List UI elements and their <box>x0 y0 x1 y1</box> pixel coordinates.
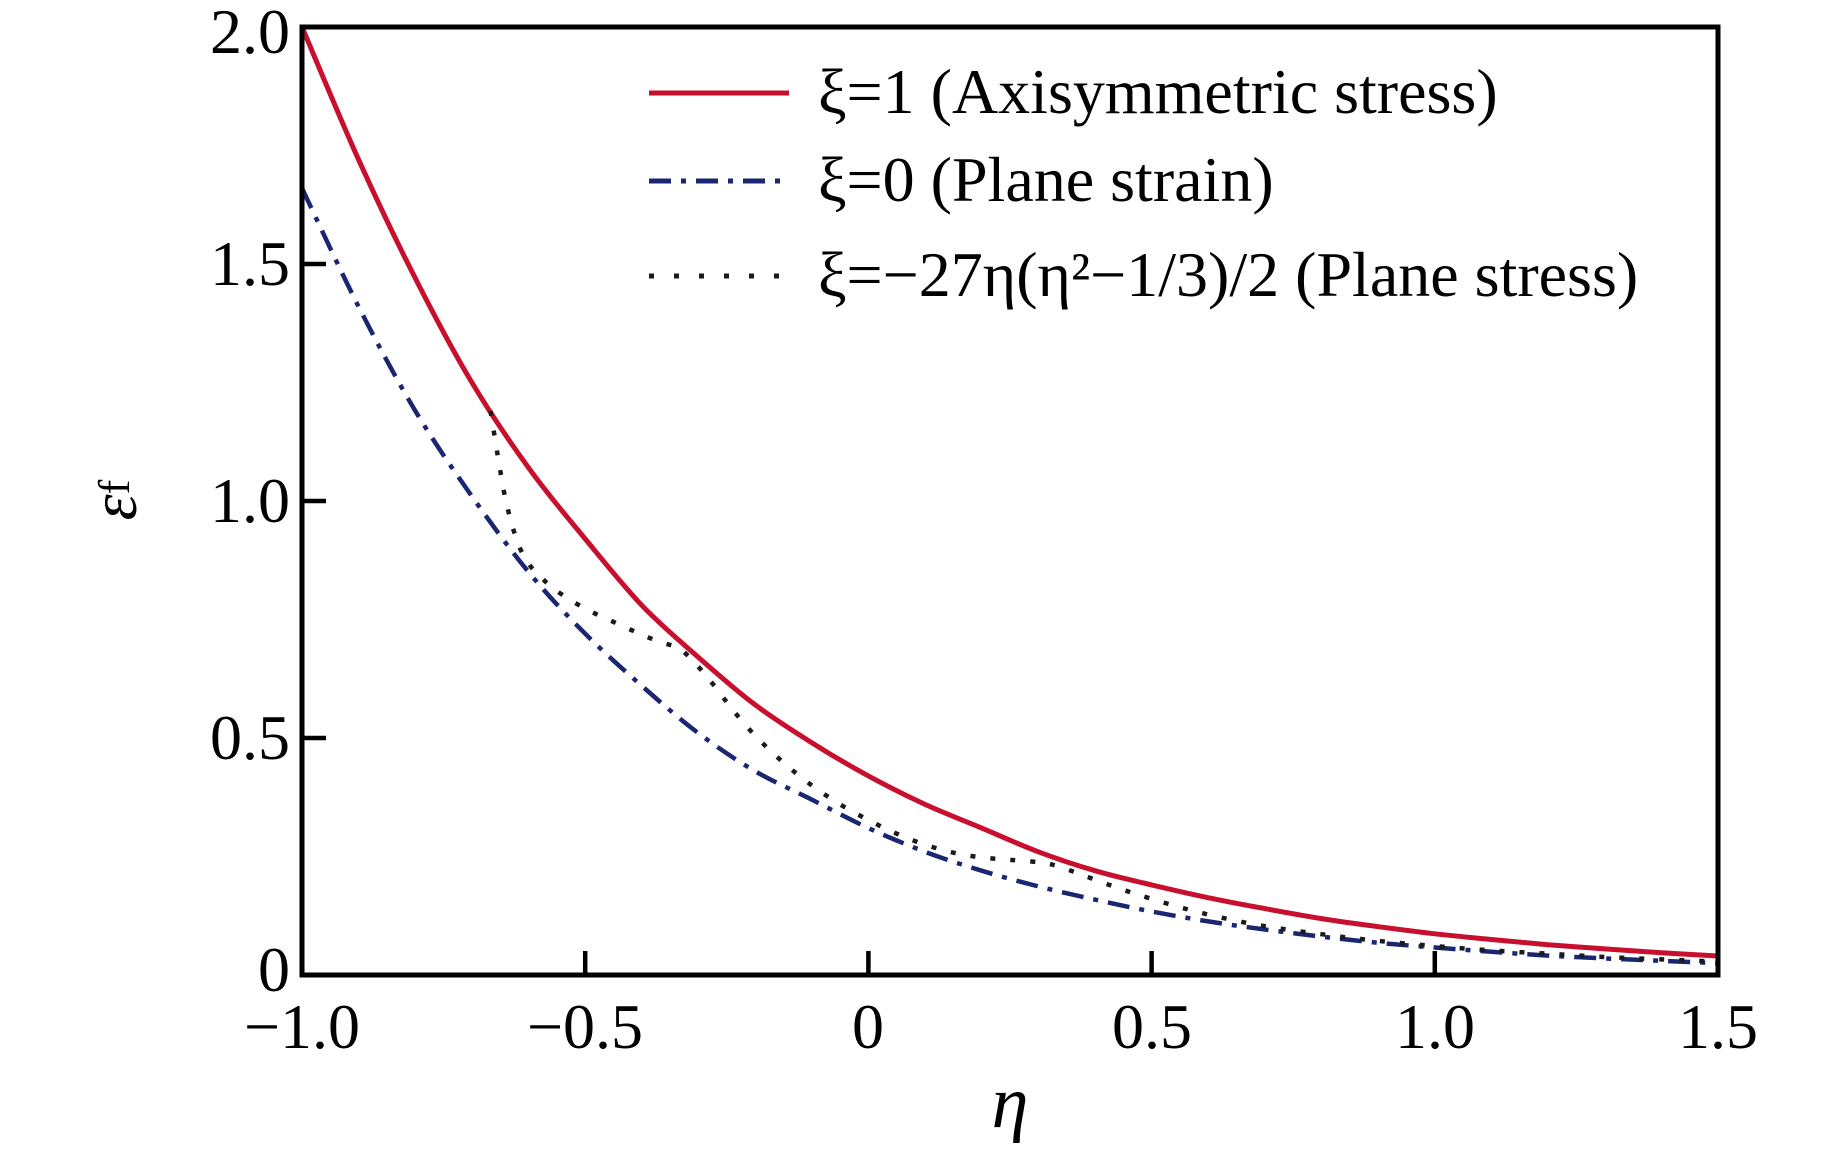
legend-label: ξ=1 (Axisymmetric stress) <box>818 56 1498 127</box>
legend-label: ξ=−27η(η²−1/3)/2 (Plane stress) <box>818 239 1639 310</box>
y-tick-label: 1.0 <box>210 465 290 536</box>
legend-line-solid-icon <box>649 90 789 96</box>
y-tick-label: 1.5 <box>210 228 290 299</box>
y-axis-label-symbol: ε <box>78 494 151 521</box>
x-axis-label: η <box>991 1062 1029 1144</box>
legend-line-dotted-icon <box>649 273 789 279</box>
x-tick-label: 0.5 <box>1112 991 1192 1062</box>
x-tick-label: 1.0 <box>1395 991 1475 1062</box>
y-tick-label: 0.5 <box>210 702 290 773</box>
x-tick-label: −0.5 <box>526 991 644 1062</box>
x-tick-label: −1.0 <box>243 991 361 1062</box>
y-tick-label: 0 <box>258 934 290 1005</box>
legend-line-dashdot-icon <box>649 178 789 184</box>
x-tick-label: 0 <box>852 991 884 1062</box>
x-tick-label: 1.5 <box>1678 991 1758 1062</box>
legend-label: ξ=0 (Plane strain) <box>818 144 1274 215</box>
y-tick-label: 2.0 <box>210 0 290 67</box>
